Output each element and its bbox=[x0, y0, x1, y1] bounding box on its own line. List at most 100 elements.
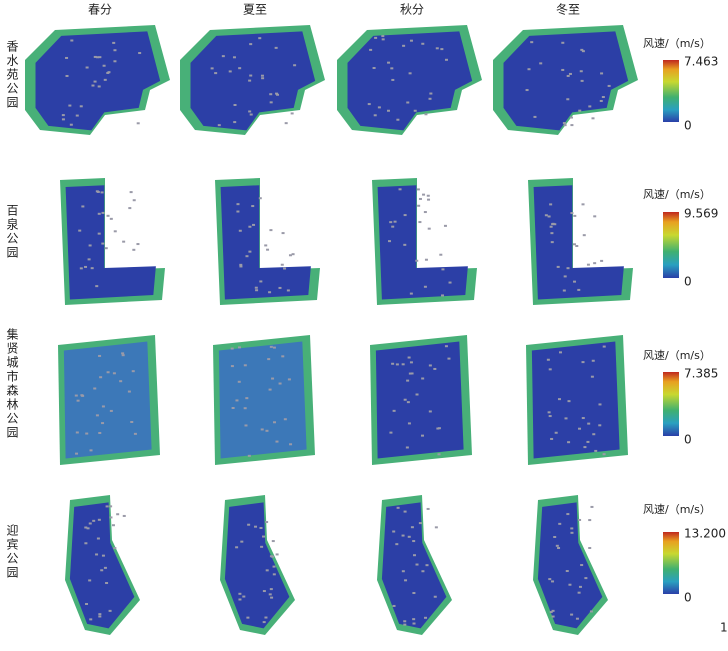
building bbox=[578, 518, 582, 521]
building bbox=[407, 356, 411, 359]
building bbox=[578, 585, 582, 588]
building bbox=[409, 292, 413, 295]
building bbox=[101, 405, 105, 408]
building bbox=[424, 113, 428, 116]
building bbox=[235, 546, 239, 549]
building bbox=[369, 48, 373, 51]
building bbox=[108, 609, 112, 612]
building bbox=[426, 194, 430, 197]
building bbox=[101, 211, 105, 214]
building bbox=[130, 420, 134, 423]
building bbox=[415, 563, 419, 566]
legend-title: 风速/（m/s） bbox=[643, 349, 711, 362]
building bbox=[61, 114, 65, 117]
building bbox=[255, 289, 259, 292]
building bbox=[92, 519, 96, 522]
building bbox=[80, 394, 84, 397]
building bbox=[269, 101, 273, 104]
building bbox=[258, 37, 262, 40]
building bbox=[247, 454, 251, 457]
building bbox=[556, 265, 560, 268]
building bbox=[388, 240, 392, 243]
building bbox=[579, 70, 583, 73]
building bbox=[429, 92, 433, 95]
building bbox=[392, 604, 396, 607]
building bbox=[95, 56, 99, 59]
building bbox=[97, 212, 101, 215]
building bbox=[287, 378, 291, 381]
building bbox=[396, 118, 400, 121]
building bbox=[240, 540, 244, 543]
building bbox=[281, 232, 285, 235]
building bbox=[97, 85, 101, 88]
row-label: 香水苑公园 bbox=[5, 40, 19, 110]
building bbox=[427, 227, 431, 230]
building bbox=[386, 109, 390, 112]
building bbox=[121, 352, 125, 355]
building bbox=[84, 526, 88, 529]
building bbox=[79, 105, 83, 108]
building bbox=[269, 93, 273, 96]
building bbox=[272, 565, 276, 568]
wind-map bbox=[377, 185, 468, 300]
building bbox=[405, 446, 409, 449]
building bbox=[136, 243, 140, 246]
building bbox=[246, 616, 250, 619]
building bbox=[602, 453, 606, 456]
building bbox=[217, 124, 221, 127]
building bbox=[428, 410, 432, 413]
building bbox=[112, 372, 116, 375]
legend-title: 风速/（m/s） bbox=[643, 503, 711, 516]
building bbox=[107, 71, 111, 74]
building bbox=[594, 449, 598, 452]
building bbox=[550, 437, 554, 440]
building bbox=[248, 225, 252, 228]
legend-title: 风速/（m/s） bbox=[643, 37, 711, 50]
building bbox=[248, 79, 252, 82]
building bbox=[421, 42, 425, 45]
wind-map bbox=[381, 502, 447, 629]
building bbox=[554, 431, 558, 434]
building bbox=[412, 622, 416, 625]
building bbox=[274, 46, 278, 49]
building bbox=[567, 400, 571, 403]
building bbox=[69, 123, 73, 126]
building bbox=[416, 188, 420, 191]
building bbox=[105, 505, 109, 508]
building bbox=[101, 242, 105, 245]
building bbox=[101, 554, 105, 557]
building bbox=[79, 267, 83, 270]
building bbox=[570, 124, 574, 127]
building bbox=[433, 595, 437, 598]
wind-map bbox=[533, 185, 624, 300]
building bbox=[243, 364, 247, 367]
building bbox=[402, 44, 406, 47]
legend-title: 风速/（m/s） bbox=[643, 188, 711, 201]
wind-map bbox=[190, 31, 316, 131]
building bbox=[407, 535, 411, 538]
building bbox=[423, 211, 427, 214]
building bbox=[276, 93, 280, 96]
building bbox=[418, 197, 422, 200]
building bbox=[372, 67, 376, 70]
building bbox=[238, 592, 242, 595]
building bbox=[93, 80, 97, 83]
building bbox=[106, 214, 110, 217]
building bbox=[591, 117, 595, 120]
building bbox=[98, 56, 102, 59]
building bbox=[249, 74, 253, 77]
building bbox=[395, 363, 399, 366]
building bbox=[237, 346, 241, 349]
building bbox=[444, 58, 448, 61]
building bbox=[548, 415, 552, 418]
building bbox=[98, 431, 102, 434]
building bbox=[424, 258, 428, 261]
building bbox=[598, 424, 602, 427]
building bbox=[599, 99, 603, 102]
building bbox=[99, 376, 103, 379]
building bbox=[252, 223, 256, 226]
building bbox=[283, 418, 287, 421]
building bbox=[244, 424, 248, 427]
building bbox=[440, 48, 444, 51]
building bbox=[415, 393, 419, 396]
